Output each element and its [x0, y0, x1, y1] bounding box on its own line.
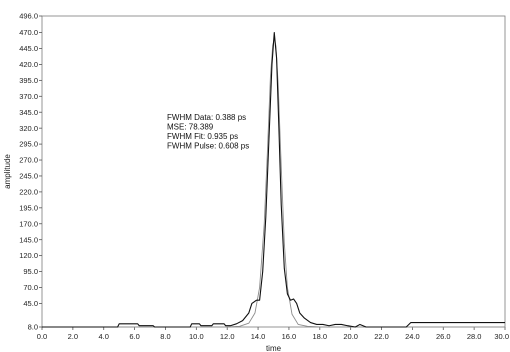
y-tick-label: 245.0 [19, 172, 38, 181]
y-tick-label: 195.0 [19, 203, 38, 212]
plot-border [41, 15, 506, 328]
y-tick-label: 445.0 [19, 44, 38, 53]
series-layer [42, 32, 505, 328]
y-tick-label: 370.0 [19, 92, 38, 101]
y-tick-label: 170.0 [19, 219, 38, 228]
y-tick-label: 8.0 [28, 323, 38, 332]
y-tick-label: 120.0 [19, 251, 38, 260]
x-tick-label: 16.0 [282, 332, 297, 341]
y-tick-label: 470.0 [19, 28, 38, 37]
y-tick-label: 45.0 [23, 299, 38, 308]
annotation-line: FWHM Fit: 0.935 ps [167, 132, 238, 141]
y-tick-label: 395.0 [19, 76, 38, 85]
x-tick-label: 4.0 [99, 332, 109, 341]
annotation-line: FWHM Data: 0.388 ps [167, 113, 246, 122]
x-tick-label: 18.0 [312, 332, 327, 341]
series-line-data [42, 32, 505, 328]
y-tick-label: 345.0 [19, 108, 38, 117]
series-line-fit [42, 38, 505, 328]
x-tick-label: 28.0 [467, 332, 482, 341]
y-tick-label: 320.0 [19, 124, 38, 133]
x-tick-label: 24.0 [405, 332, 420, 341]
x-tick-label: 20.0 [343, 332, 358, 341]
y-tick-label: 95.0 [23, 267, 38, 276]
y-tick-label: 295.0 [19, 140, 38, 149]
y-tick-label: 420.0 [19, 60, 38, 69]
annotation-line: FWHM Pulse: 0.608 ps [167, 142, 249, 151]
y-tick-label: 496.0 [19, 12, 38, 21]
plot-frame [41, 15, 506, 328]
x-tick-label: 30.0 [494, 332, 509, 341]
x-tick-label: 0.0 [37, 332, 47, 341]
y-axis-title: amplitude [3, 154, 12, 189]
x-axis: 0.0 2.0 4.0 6.0 8.0 10.0 12.0 14.0 16.0 18.0 20.0 2… [37, 327, 509, 341]
y-tick-label: 270.0 [19, 156, 38, 165]
y-tick-label: 70.0 [23, 283, 38, 292]
y-tick-label: 145.0 [19, 235, 38, 244]
y-axis: 8.0 45.0 70.0 95.0 120.0 145.0 170.0 195.0 220.0… [19, 12, 42, 332]
annotation-line: MSE: 78.389 [167, 123, 214, 132]
x-tick-label: 6.0 [129, 332, 139, 341]
x-tick-label: 8.0 [160, 332, 170, 341]
y-tick-label: 220.0 [19, 187, 38, 196]
x-tick-label: 10.0 [189, 332, 204, 341]
x-tick-label: 14.0 [251, 332, 266, 341]
x-tick-label: 12.0 [220, 332, 235, 341]
x-tick-label: 22.0 [374, 332, 389, 341]
x-tick-label: 2.0 [68, 332, 78, 341]
x-axis-title: time [266, 344, 282, 352]
x-tick-label: 26.0 [436, 332, 451, 341]
